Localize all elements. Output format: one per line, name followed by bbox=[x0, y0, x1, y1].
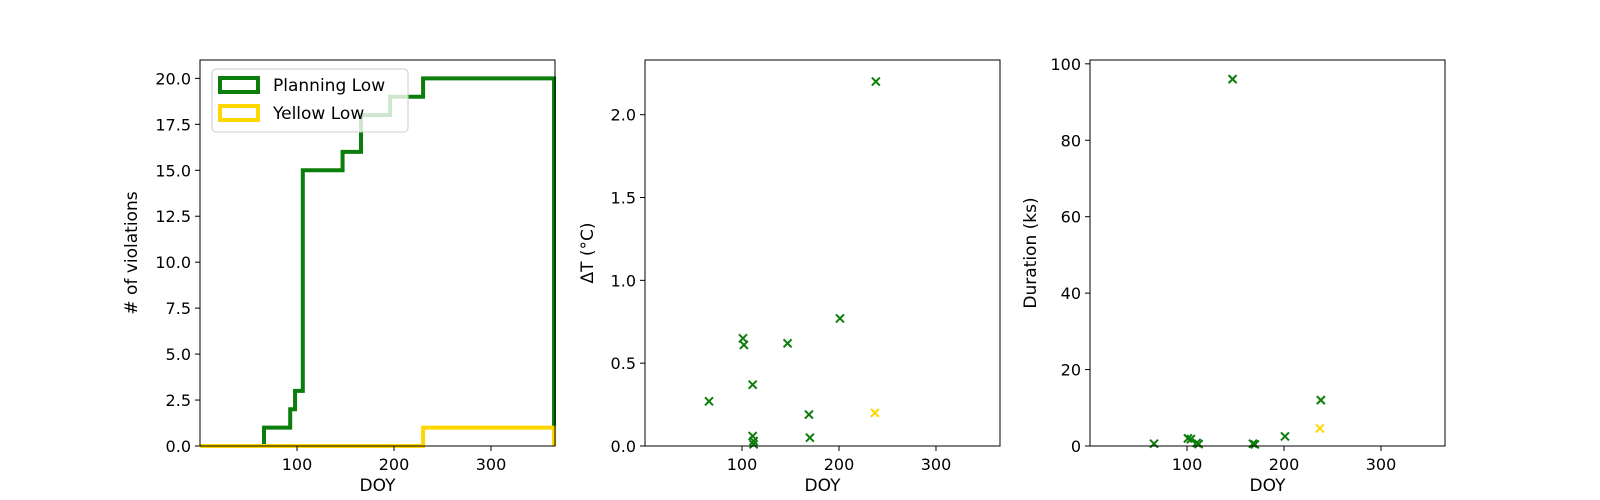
y-tick-label: 80 bbox=[1061, 131, 1081, 150]
data-point bbox=[739, 340, 749, 350]
y-tick-label: 20 bbox=[1061, 361, 1081, 380]
y-axis-label: Duration (ks) bbox=[1021, 197, 1041, 308]
y-tick-label: 0.0 bbox=[166, 437, 191, 456]
data-point bbox=[1183, 433, 1193, 444]
data-point bbox=[870, 408, 880, 418]
x-tick-label: 300 bbox=[476, 455, 507, 474]
data-point bbox=[835, 313, 845, 324]
series-line-planning-low bbox=[200, 76, 557, 448]
y-tick-label: 60 bbox=[1061, 208, 1081, 227]
data-point bbox=[1149, 438, 1159, 449]
chart-panel-3: 100 200 300 0 20 40 60 80 100 DOY Duration (ks) bbox=[1021, 55, 1446, 496]
data-point bbox=[748, 436, 759, 446]
data-point bbox=[748, 439, 759, 450]
data-point bbox=[871, 76, 881, 87]
y-tick-label: 7.5 bbox=[166, 299, 191, 318]
y-tick-label: 17.5 bbox=[155, 115, 191, 134]
plot-frame bbox=[1089, 59, 1446, 447]
y-tick-label: 15.0 bbox=[155, 161, 191, 180]
x-tick-label: 200 bbox=[1269, 455, 1300, 474]
y-tick-label: 2.5 bbox=[166, 391, 191, 410]
y-axis-label: ΔT (°C) bbox=[578, 222, 598, 283]
data-point bbox=[1227, 74, 1238, 84]
x-tick-label: 200 bbox=[824, 455, 855, 474]
y-tick-label: 20.0 bbox=[155, 69, 191, 88]
y-tick-label: 12.5 bbox=[155, 207, 191, 226]
x-tick-label: 300 bbox=[921, 455, 952, 474]
legend-label: Yellow Low bbox=[272, 104, 364, 124]
y-tick-label: 5.0 bbox=[166, 345, 191, 364]
x-axis-label: DOY bbox=[360, 476, 397, 496]
legend-label: Planning Low bbox=[273, 76, 385, 96]
data-point bbox=[1316, 395, 1326, 405]
data-point bbox=[782, 338, 793, 348]
data-point bbox=[804, 409, 814, 420]
x-tick-label: 300 bbox=[1366, 455, 1397, 474]
y-tick-label: 100 bbox=[1050, 55, 1081, 74]
chart-panel-2: 100 200 300 0.0 0.5 1.0 1.5 2.0 DOY ΔT (°C) bbox=[578, 59, 1001, 496]
chart-panel-1: 100 200 300 0.0 2.5 5.0 7.5 10.0 12.5 15.0 17.5 20.… bbox=[122, 59, 557, 496]
data-point bbox=[1250, 439, 1260, 450]
y-axis-label: # of violations bbox=[122, 191, 142, 314]
plot-frame bbox=[199, 59, 556, 447]
y-tick-label: 10.0 bbox=[155, 253, 191, 272]
legend-swatch bbox=[218, 76, 260, 94]
x-axis-label: DOY bbox=[805, 476, 842, 496]
data-point bbox=[704, 396, 714, 406]
plot-frame bbox=[644, 59, 1001, 447]
y-tick-label: 0.5 bbox=[611, 354, 636, 373]
legend-box bbox=[211, 68, 409, 133]
x-axis-label: DOY bbox=[1250, 476, 1287, 496]
data-point bbox=[1315, 423, 1325, 434]
series-line-yellow-low bbox=[200, 425, 557, 448]
data-point bbox=[1186, 434, 1196, 444]
x-tick-label: 100 bbox=[727, 455, 758, 474]
y-tick-label: 0 bbox=[1071, 437, 1081, 456]
x-tick-label: 100 bbox=[282, 455, 313, 474]
y-tick-label: 1.0 bbox=[611, 271, 636, 290]
y-tick-label: 1.5 bbox=[611, 189, 636, 208]
x-tick-label: 200 bbox=[379, 455, 410, 474]
y-tick-label: 40 bbox=[1061, 284, 1081, 303]
y-tick-label: 2.0 bbox=[611, 106, 636, 125]
data-point bbox=[1193, 439, 1204, 449]
y-tick-label: 0.0 bbox=[611, 437, 636, 456]
x-tick-label: 100 bbox=[1172, 455, 1203, 474]
data-point bbox=[805, 433, 815, 443]
data-point bbox=[1280, 431, 1290, 442]
legend: Planning Low Yellow Low bbox=[211, 68, 409, 133]
legend-swatch bbox=[218, 104, 260, 122]
data-point bbox=[747, 379, 758, 390]
